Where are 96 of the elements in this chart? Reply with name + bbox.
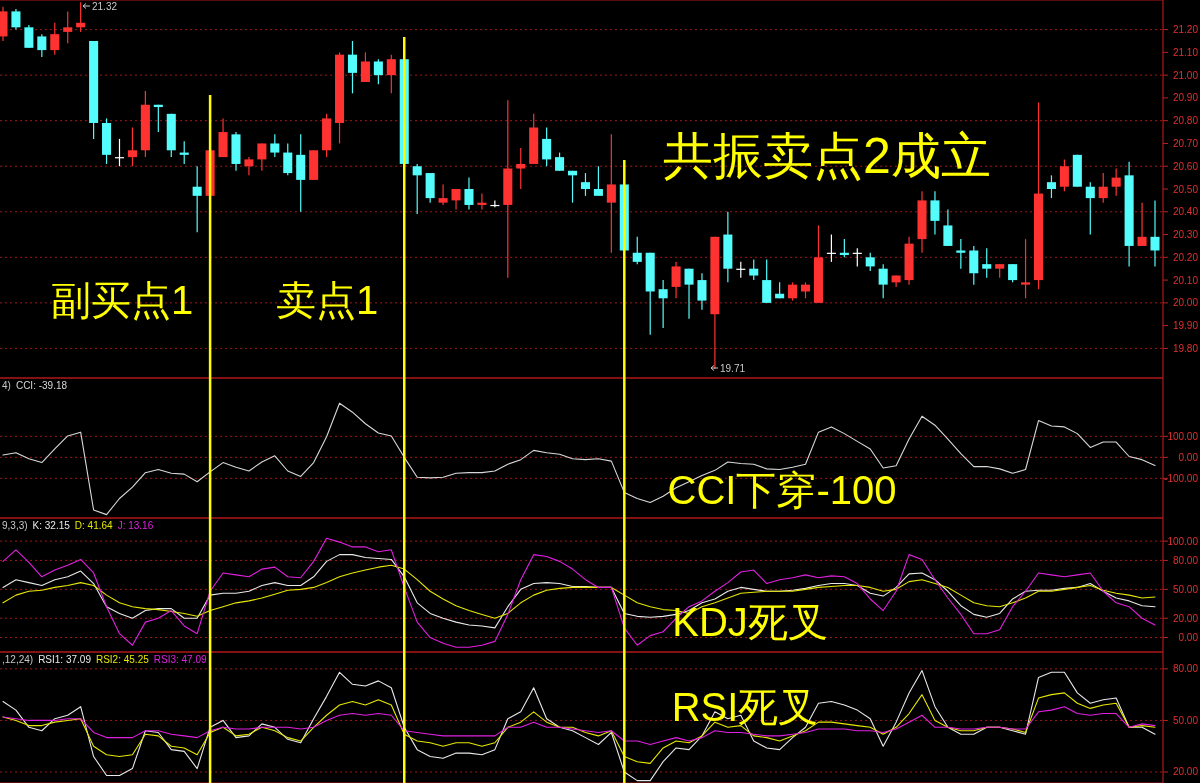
candlestick <box>386 54 396 94</box>
y-tick-label: 80.00 <box>1172 663 1199 675</box>
y-tick-label: 100.00 <box>1167 430 1199 442</box>
y-tick-label: 19.90 <box>1172 320 1199 332</box>
candlestick <box>63 10 73 44</box>
candlestick <box>244 156 254 176</box>
candlestick <box>1085 181 1095 236</box>
candlestick <box>969 245 979 286</box>
annotation: RSI死叉 <box>671 685 819 729</box>
candlestick <box>749 258 759 281</box>
annotation: 21.32 <box>92 0 118 12</box>
y-tick-label: 20.60 <box>1172 160 1199 172</box>
candlestick <box>671 261 681 299</box>
y-tick-label: 50.00 <box>1172 714 1199 726</box>
candlestick <box>865 252 875 272</box>
candlestick <box>878 263 888 299</box>
y-tick-label: 20.00 <box>1172 297 1199 309</box>
y-tick-label: 20.90 <box>1172 92 1199 104</box>
candlestick <box>943 208 953 247</box>
candlestick <box>542 126 552 167</box>
candlestick <box>762 258 772 304</box>
y-tick-label: 20.70 <box>1172 137 1199 149</box>
candlestick <box>580 172 590 197</box>
candlestick <box>192 165 202 233</box>
text: RSI1: 37.09 <box>38 654 92 665</box>
candlestick <box>373 58 383 85</box>
candlestick <box>555 151 565 172</box>
candlestick <box>930 190 940 236</box>
y-tick-label: 20.00 <box>1172 612 1199 624</box>
candlestick <box>37 33 47 58</box>
candlestick <box>516 147 526 190</box>
text: CCI: -39.18 <box>15 380 68 391</box>
annotation: 19.71 <box>720 362 746 374</box>
y-tick-label: 20.00 <box>1172 766 1199 778</box>
line-series <box>2 402 1156 516</box>
legend-title: ,12,24) <box>2 654 34 665</box>
candlestick <box>658 279 668 329</box>
candlestick <box>1137 202 1147 247</box>
annotation: 副买点1 <box>50 278 194 322</box>
candlestick <box>1150 199 1160 268</box>
y-tick-label: 19.80 <box>1172 342 1199 354</box>
line-series <box>2 537 1156 648</box>
candlestick <box>632 236 642 265</box>
y-tick-label: 21.00 <box>1172 69 1199 81</box>
y-tick-label: 0.00 <box>1178 451 1199 463</box>
y-tick-label: -100.00 <box>1164 472 1199 484</box>
text: D: 41.64 <box>74 520 114 531</box>
candlestick <box>1046 174 1056 199</box>
candlestick <box>257 142 267 172</box>
candlestick <box>1111 167 1121 197</box>
y-tick-label: 0.00 <box>1178 632 1199 644</box>
text: K: 32.15 <box>32 520 71 531</box>
candlestick <box>270 133 280 158</box>
annotation: 卖点1 <box>275 278 379 322</box>
candlestick <box>1059 158 1069 192</box>
text: RSI3: 47.09 <box>153 654 208 665</box>
y-tick-label: 50.00 <box>1172 583 1199 595</box>
text: J: 13.16 <box>117 520 154 531</box>
candlestick <box>956 238 966 270</box>
annotation: CCI下穿-100 <box>667 468 897 512</box>
candlestick <box>684 268 694 320</box>
text: RSI2: 45.25 <box>95 654 150 665</box>
candlestick <box>1021 238 1031 299</box>
y-tick-label: 20.80 <box>1172 115 1199 127</box>
candlestick <box>697 272 707 311</box>
candlestick <box>606 133 616 254</box>
candlestick <box>127 126 137 167</box>
legend-title: 4) <box>2 380 11 391</box>
line-series <box>2 670 1156 782</box>
candlestick <box>24 24 34 49</box>
candlestick <box>451 188 461 211</box>
y-tick-label: 80.00 <box>1172 554 1199 566</box>
candlestick <box>412 163 422 215</box>
annotation: 共振卖点2成立 <box>663 127 991 184</box>
y-tick-label: 20.10 <box>1172 274 1199 286</box>
y-tick-label: 20.50 <box>1172 183 1199 195</box>
y-tick-label: 20.40 <box>1172 206 1199 218</box>
candlestick <box>283 142 293 176</box>
candlestick <box>1098 172 1108 204</box>
candlestick <box>438 183 448 206</box>
candlestick <box>1008 263 1018 283</box>
candlestick <box>982 247 992 279</box>
candlestick <box>11 8 21 31</box>
candlestick <box>464 177 474 211</box>
candlestick <box>347 40 358 94</box>
candlestick <box>788 281 798 302</box>
candlestick <box>593 165 603 197</box>
y-tick-label: 100.00 <box>1167 535 1199 547</box>
annotation: KDJ死叉 <box>672 600 828 644</box>
y-tick-label: 20.20 <box>1172 251 1199 263</box>
candlestick <box>360 51 370 83</box>
candlestick <box>50 22 60 56</box>
y-tick-label: 20.30 <box>1172 229 1199 241</box>
y-tick-label: 21.10 <box>1172 46 1199 58</box>
legend-title: 9,3,3) <box>2 520 28 531</box>
y-tick-label: 21.20 <box>1172 24 1199 36</box>
